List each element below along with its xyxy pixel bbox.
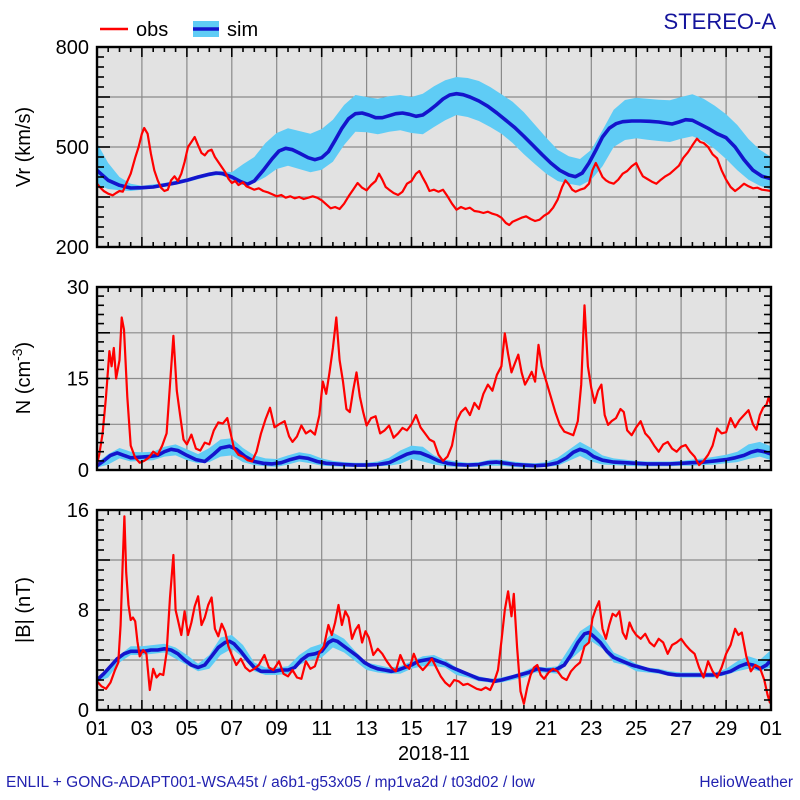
y-axis-label-n: N (cm-3): [9, 342, 35, 414]
y-tick-label: 30: [67, 277, 89, 299]
y-tick-label: 500: [56, 137, 89, 159]
x-tick-label: 17: [445, 718, 467, 740]
y-tick-label: 0: [78, 700, 89, 722]
panel-1: 800 500 200: [56, 37, 773, 259]
y-tick-label: 16: [67, 500, 89, 522]
y-tick-label: 0: [78, 460, 89, 482]
y-tick-label: 8: [78, 600, 89, 622]
plot-frame: [95, 285, 773, 472]
x-tick-label: 09: [266, 718, 288, 740]
sim-line: [97, 444, 771, 468]
y-tick-label: 200: [56, 237, 89, 259]
x-tick-label: 01: [760, 718, 782, 740]
y-tick-label: 15: [67, 369, 89, 391]
x-tick-label: 07: [221, 718, 243, 740]
footer-model-info: ENLIL + GONG-ADAPT001-WSA45t / a6b1-g53x…: [6, 774, 536, 791]
x-tick-labels: 01 03 05 07 09 11 13 15 17 19 21 23 25 27 29 01: [86, 718, 782, 740]
x-tick-label: 15: [400, 718, 422, 740]
x-tick-label: 13: [355, 718, 377, 740]
panel-2: 30 15 0: [67, 277, 773, 482]
x-tick-label: 29: [715, 718, 737, 740]
x-tick-label: 05: [176, 718, 198, 740]
x-tick-label: 03: [131, 718, 153, 740]
sim-uncertainty-band: [97, 623, 771, 683]
x-tick-label: 27: [670, 718, 692, 740]
x-tick-label: 01: [86, 718, 108, 740]
y-tick-label: 800: [56, 37, 89, 59]
x-tick-label: 19: [490, 718, 512, 740]
legend: obs sim: [100, 19, 258, 41]
plot-frame: [95, 508, 773, 712]
page-title: STEREO-A: [664, 9, 777, 34]
obs-line: [97, 126, 771, 227]
sim-line: [97, 630, 771, 684]
legend-obs-label: obs: [136, 19, 168, 41]
obs-line: [97, 515, 771, 705]
x-tick-label: 25: [625, 718, 647, 740]
obs-line: [97, 304, 771, 467]
y-axis-label-b: |B| (nT): [13, 577, 35, 643]
sim-line: [97, 91, 771, 190]
x-tick-label: 23: [580, 718, 602, 740]
y-axis-label-vr: Vr (km/s): [13, 107, 35, 187]
plot-frame: [95, 45, 773, 249]
legend-sim-label: sim: [227, 19, 258, 41]
x-tick-label: 11: [311, 718, 332, 740]
x-axis-label: 2018-11: [398, 743, 470, 765]
sim-uncertainty-band: [97, 77, 771, 191]
x-tick-label: 21: [535, 718, 557, 740]
footer-brand: HelioWeather: [699, 774, 793, 791]
